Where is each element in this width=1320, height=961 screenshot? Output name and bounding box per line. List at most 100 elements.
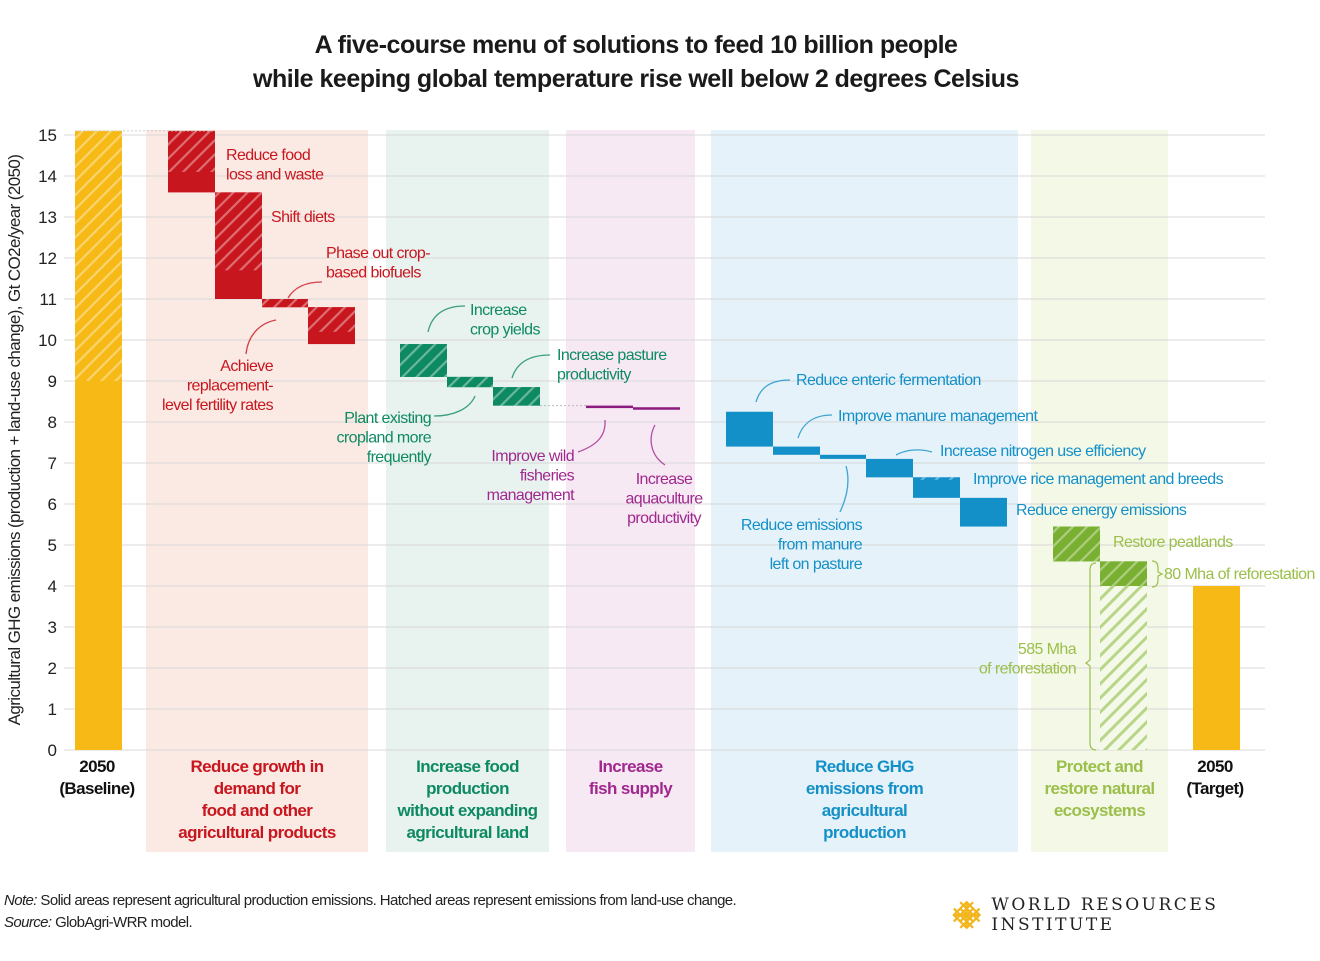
group-label-line: production <box>823 823 906 842</box>
annotation-line: Improve manure management <box>838 408 1038 425</box>
bar-solid-segment <box>913 477 960 498</box>
bar-solid-segment <box>726 411 773 447</box>
annotation-label: Improve manure management <box>838 408 1038 425</box>
annotation-arrow-icon <box>650 424 666 466</box>
annotation-arrow-icon <box>287 281 323 299</box>
annotation-line: 80 Mha of reforestation <box>1164 566 1315 583</box>
annotation-line: cropland more <box>337 430 432 447</box>
annotation-arrow-icon <box>577 419 606 453</box>
group-label-line: food and other <box>202 801 314 820</box>
y-tick-label: 1 <box>48 700 57 719</box>
bar-hatched-segment <box>1100 561 1147 586</box>
bar-solid-segment <box>820 454 866 459</box>
annotation-arrow-icon <box>511 354 551 379</box>
y-tick-label: 4 <box>48 577 57 596</box>
annotation-arrow-icon <box>755 379 791 403</box>
note-label: Note: <box>4 892 37 909</box>
group-label-line: production <box>426 779 509 798</box>
annotation-line: Increase <box>636 471 693 488</box>
bar <box>400 344 447 377</box>
bar <box>960 497 1007 527</box>
bar-solid-segment <box>960 497 1007 527</box>
annotation-line: level fertility rates <box>162 397 274 414</box>
y-tick-label: 2 <box>48 659 57 678</box>
annotation-line: crop yields <box>470 322 540 339</box>
bar-hatched-segment <box>1100 586 1147 750</box>
annotation-line: Reduce energy emissions <box>1016 502 1187 519</box>
annotation-line: Increase nitrogen use efficiency <box>940 443 1146 460</box>
annotation-line: 585 Mha <box>1018 641 1077 658</box>
group-label-demand: Reduce growth in demand for food and other… <box>178 757 336 842</box>
annotation-label: Increase crop yields <box>470 302 540 339</box>
bar <box>913 477 960 498</box>
y-tick-label: 9 <box>48 372 57 391</box>
annotation-arrow-icon <box>895 449 933 456</box>
group-label-line: Reduce growth in <box>190 757 323 776</box>
bar <box>75 130 122 750</box>
bar-solid-segment <box>773 446 820 455</box>
group-label-line: fish supply <box>589 779 673 798</box>
bar <box>215 192 262 299</box>
bar <box>1100 586 1147 750</box>
bar <box>866 458 913 478</box>
bar <box>773 446 820 455</box>
grid-lines <box>64 134 1265 751</box>
wri-logo-text: WORLD RESOURCES INSTITUTE <box>991 895 1219 935</box>
group-label-line: Increase food <box>416 757 519 776</box>
group-label-production: Increase food production without expanding… <box>397 757 538 842</box>
wri-logo: WORLD RESOURCES INSTITUTE <box>952 895 1320 935</box>
group-backgrounds <box>146 130 1168 852</box>
y-tick-label: 14 <box>38 167 57 186</box>
chart-title: A five-course menu of solutions to feed … <box>0 28 1272 96</box>
bar-solid-segment <box>1193 586 1240 750</box>
annotation-label: Reduce food loss and waste <box>226 147 324 184</box>
bar <box>1053 526 1100 562</box>
bar-hatched-segment <box>493 387 540 406</box>
bar <box>308 307 355 345</box>
group-label-line: agricultural land <box>406 823 528 842</box>
bar <box>586 405 633 409</box>
bar <box>820 454 866 459</box>
bar-hatched-segment <box>215 192 262 271</box>
bars <box>75 130 1240 750</box>
annotation-line: Reduce enteric fermentation <box>796 372 981 389</box>
bar-hatched-segment <box>262 299 308 308</box>
bar <box>447 376 493 388</box>
annotation-label: Increase aquaculture productivity <box>625 471 703 527</box>
bar-solid-segment <box>586 405 633 409</box>
chart-title-line-1: A five-course menu of solutions to feed … <box>314 31 958 59</box>
annotation-label: Reduce enteric fermentation <box>796 372 981 389</box>
annotation-arrow-icon <box>433 395 476 417</box>
bar <box>1193 586 1240 750</box>
bar-hatched-segment <box>400 344 447 377</box>
chart-note: Note: Solid areas represent agricultural… <box>4 890 737 934</box>
group-label-line: Protect and <box>1056 757 1143 776</box>
annotation-line: Increase pasture <box>557 347 667 364</box>
annotation-line: from manure <box>778 537 863 554</box>
bar <box>1100 561 1147 586</box>
annotation-label: Improve rice management and breeds <box>973 471 1224 488</box>
group-label-baseline: 2050 (Baseline) <box>59 757 134 798</box>
group-label-line: (Baseline) <box>59 779 134 798</box>
annotation-line: aquaculture <box>625 491 703 508</box>
annotation-label: Reduce emissions from manure left on pastu… <box>741 517 863 573</box>
annotation-line: Achieve <box>220 358 273 375</box>
annotation-line: Reduce emissions <box>741 517 863 534</box>
y-tick-label: 5 <box>48 536 57 555</box>
annotation-line: based biofuels <box>326 265 421 282</box>
bar <box>493 387 540 406</box>
annotation-label: Restore peatlands <box>1113 534 1233 551</box>
y-tick-label: 13 <box>38 208 57 227</box>
annotation-line: Improve rice management and breeds <box>973 471 1224 488</box>
group-label-line: agricultural products <box>178 823 336 842</box>
bar-hatched-segment <box>308 307 355 332</box>
group-label-line: 2050 <box>79 757 115 776</box>
chart-title-line-2: while keeping global temperature rise we… <box>253 65 1019 93</box>
group-label-fish: Increase fish supply <box>589 757 673 798</box>
y-tick-label: 12 <box>38 249 57 268</box>
annotation-line: productivity <box>557 367 631 384</box>
wri-logo-icon <box>952 900 982 930</box>
bar-solid-segment <box>633 407 680 410</box>
